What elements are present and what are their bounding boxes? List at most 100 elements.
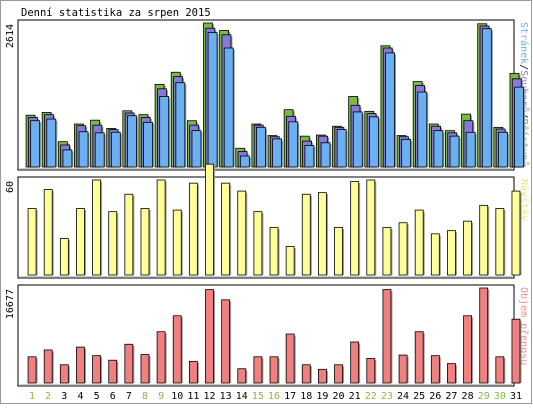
bar-transfer-objem-p-enosu-10 <box>172 315 182 384</box>
bar-visits-n-v-t-v-15 <box>253 211 263 276</box>
bar-visits-n-v-t-v-12 <box>205 163 214 276</box>
bar-transfer-objem-p-enosu-8 <box>140 354 150 384</box>
x-tick-label: 5 <box>94 391 100 402</box>
bar-transfer-objem-p-enosu-24 <box>398 354 408 384</box>
bar-transfer-objem-p-enosu-3 <box>59 364 69 384</box>
bar-requests-str-nek-13 <box>223 47 234 168</box>
bar-visits-n-v-t-v-25 <box>414 209 424 276</box>
bar-transfer-objem-p-enosu-9 <box>156 331 166 384</box>
panel-ymax-label: 60 <box>5 181 16 193</box>
bar-requests-str-nek-22 <box>368 116 379 168</box>
bar-transfer-objem-p-enosu-16 <box>269 356 279 384</box>
bar-requests-str-nek-12 <box>207 32 218 168</box>
x-tick-label: 10 <box>171 391 183 402</box>
x-tick-label: 23 <box>381 391 393 402</box>
bar-transfer-objem-p-enosu-13 <box>221 299 231 384</box>
bar-visits-n-v-t-v-10 <box>172 209 182 276</box>
bar-visits-n-v-t-v-19 <box>318 192 327 276</box>
x-tick-label: 4 <box>77 391 83 402</box>
bar-requests-str-nek-21 <box>352 111 363 168</box>
bar-requests-str-nek-4 <box>78 131 89 168</box>
bar-visits-n-v-t-v-31 <box>511 190 521 276</box>
x-tick-label: 16 <box>268 391 280 402</box>
x-tick-label: 22 <box>365 391 377 402</box>
bar-requests-str-nek-29 <box>481 28 492 168</box>
bar-visits-n-v-t-v-9 <box>156 179 166 276</box>
bar-transfer-objem-p-enosu-20 <box>334 364 343 384</box>
x-tick-label: 27 <box>445 391 457 402</box>
bar-visits-n-v-t-v-22 <box>366 179 376 276</box>
x-tick-label: 21 <box>349 391 361 402</box>
x-tick-label: 2 <box>45 391 51 402</box>
bar-requests-str-nek-18 <box>304 145 315 168</box>
bar-transfer-objem-p-enosu-31 <box>511 318 521 384</box>
x-tick-label: 15 <box>252 391 264 402</box>
bar-transfer-objem-p-enosu-22 <box>366 358 376 384</box>
x-tick-label: 3 <box>61 391 67 402</box>
bar-transfer-objem-p-enosu-18 <box>301 364 311 384</box>
bar-visits-n-v-t-v-2 <box>43 189 53 276</box>
x-tick-label: 17 <box>284 391 296 402</box>
bar-visits-n-v-t-v-21 <box>350 181 360 276</box>
bar-requests-str-nek-19 <box>320 142 331 168</box>
bar-requests-str-nek-3 <box>62 149 73 168</box>
bar-visits-n-v-t-v-7 <box>124 193 134 276</box>
bar-requests-str-nek-31 <box>514 86 524 168</box>
bar-visits-n-v-t-v-4 <box>76 208 85 276</box>
bar-requests-str-nek-14 <box>239 155 250 168</box>
bar-transfer-objem-p-enosu-29 <box>479 287 489 384</box>
bar-transfer-objem-p-enosu-2 <box>43 349 53 384</box>
x-tick-label: 7 <box>126 391 132 402</box>
bar-requests-str-nek-7 <box>127 115 137 168</box>
bar-transfer-objem-p-enosu-30 <box>495 356 505 384</box>
bar-visits-n-v-t-v-18 <box>301 193 311 276</box>
bar-visits-n-v-t-v-14 <box>237 190 247 276</box>
bar-transfer-objem-p-enosu-1 <box>27 356 37 384</box>
bar-transfer-objem-p-enosu-11 <box>188 360 198 384</box>
bar-requests-str-nek-28 <box>465 131 476 168</box>
bar-visits-n-v-t-v-28 <box>463 220 472 276</box>
bar-visits-n-v-t-v-16 <box>269 227 279 276</box>
panel-ymax-label: 2614 <box>5 24 16 48</box>
bar-requests-str-nek-17 <box>288 121 299 168</box>
x-tick-label: 12 <box>203 391 215 402</box>
x-tick-label: 29 <box>478 391 490 402</box>
bar-requests-str-nek-16 <box>272 138 283 168</box>
bar-transfer-objem-p-enosu-17 <box>285 333 295 384</box>
x-tick-label: 26 <box>429 391 441 402</box>
bar-transfer-objem-p-enosu-5 <box>92 355 101 384</box>
bar-requests-str-nek-24 <box>401 139 412 168</box>
bar-transfer-objem-p-enosu-26 <box>430 355 440 384</box>
bar-requests-str-nek-10 <box>175 82 186 168</box>
bar-visits-n-v-t-v-3 <box>59 238 69 276</box>
x-tick-label: 13 <box>220 391 232 402</box>
bar-requests-str-nek-20 <box>336 129 347 168</box>
x-tick-label: 11 <box>187 391 199 402</box>
bar-transfer-objem-p-enosu-15 <box>253 356 263 384</box>
x-tick-label: 24 <box>397 391 409 402</box>
bar-transfer-objem-p-enosu-25 <box>414 331 424 384</box>
legend-entry: Stránek <box>518 22 530 64</box>
x-tick-label: 6 <box>110 391 116 402</box>
bar-requests-str-nek-6 <box>110 131 121 168</box>
bar-requests-str-nek-25 <box>417 91 428 168</box>
bar-visits-n-v-t-v-30 <box>495 208 505 276</box>
bar-visits-n-v-t-v-29 <box>479 204 489 276</box>
bar-visits-n-v-t-v-26 <box>430 233 440 276</box>
bar-requests-str-nek-26 <box>433 130 444 168</box>
x-tick-label: 9 <box>158 391 164 402</box>
bar-transfer-objem-p-enosu-7 <box>124 343 134 384</box>
bar-requests-str-nek-5 <box>94 132 105 168</box>
bar-visits-n-v-t-v-1 <box>27 208 37 276</box>
bar-visits-n-v-t-v-11 <box>188 182 198 276</box>
bar-transfer-objem-p-enosu-19 <box>318 368 327 384</box>
x-tick-label: 14 <box>236 391 248 402</box>
panel-visits: 60 Návštěv <box>5 163 530 279</box>
bar-visits-n-v-t-v-23 <box>382 227 392 276</box>
legend-entry: / <box>518 64 529 70</box>
bar-visits-n-v-t-v-27 <box>447 230 456 276</box>
bar-requests-str-nek-30 <box>498 131 508 168</box>
x-tick-label: 19 <box>316 391 328 402</box>
